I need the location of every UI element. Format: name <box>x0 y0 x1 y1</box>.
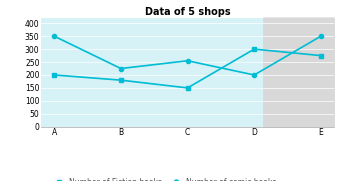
Title: Data of 5 shops: Data of 5 shops <box>145 7 231 17</box>
Polygon shape <box>264 18 334 64</box>
Legend: Number of Fiction books, Number of comic books: Number of Fiction books, Number of comic… <box>49 175 280 181</box>
Polygon shape <box>264 18 334 127</box>
